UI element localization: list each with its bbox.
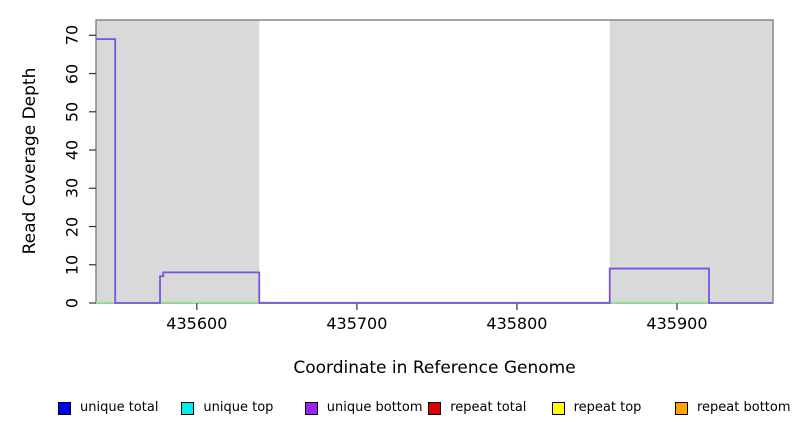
x-tick-label: 435800 — [486, 314, 548, 333]
legend-item: repeat bottom — [675, 400, 791, 416]
legend-color-swatch — [675, 401, 688, 415]
plot-area — [89, 19, 774, 310]
y-axis-title: Read Coverage Depth — [20, 67, 40, 255]
x-tick-label: 435700 — [326, 314, 388, 333]
legend-item: unique top — [181, 400, 273, 416]
y-tick-label: 20 — [62, 216, 82, 237]
x-tick-label: 435900 — [646, 314, 708, 333]
legend-label: unique top — [203, 400, 274, 415]
legend-color-swatch — [58, 401, 71, 415]
legend-item: unique bottom — [304, 400, 423, 416]
legend-item: repeat total — [428, 400, 526, 416]
coverage-line-unique-bottom-coverage — [96, 38, 773, 304]
y-tick-label: 40 — [62, 139, 82, 161]
legend-color-swatch — [304, 401, 318, 415]
legend-color-swatch — [428, 401, 442, 415]
legend-color-swatch — [551, 401, 565, 415]
legend-color-swatch — [181, 401, 195, 415]
y-tick-label: 70 — [62, 25, 82, 46]
y-tick-label: 30 — [62, 178, 82, 199]
legend-item: repeat top — [551, 400, 642, 416]
y-tick-label: 60 — [62, 63, 82, 84]
x-axis-title: Coordinate in Reference Genome — [293, 358, 576, 378]
y-tick-label: 10 — [62, 254, 82, 275]
legend-label: repeat top — [573, 400, 642, 415]
legend-label: unique bottom — [326, 400, 423, 415]
y-tick-label: 0 — [62, 297, 82, 309]
y-tick-label: 50 — [62, 101, 82, 122]
right-shaded-region — [609, 20, 773, 303]
legend-label: repeat total — [450, 400, 527, 415]
legend-item: unique total — [58, 400, 158, 416]
legend-label: unique total — [80, 400, 159, 415]
x-tick-label: 435600 — [166, 314, 228, 333]
chart-legend: unique total unique top unique bottom repea… — [0, 398, 792, 428]
legend-label: repeat bottom — [697, 400, 791, 415]
left-shaded-region — [96, 20, 260, 303]
